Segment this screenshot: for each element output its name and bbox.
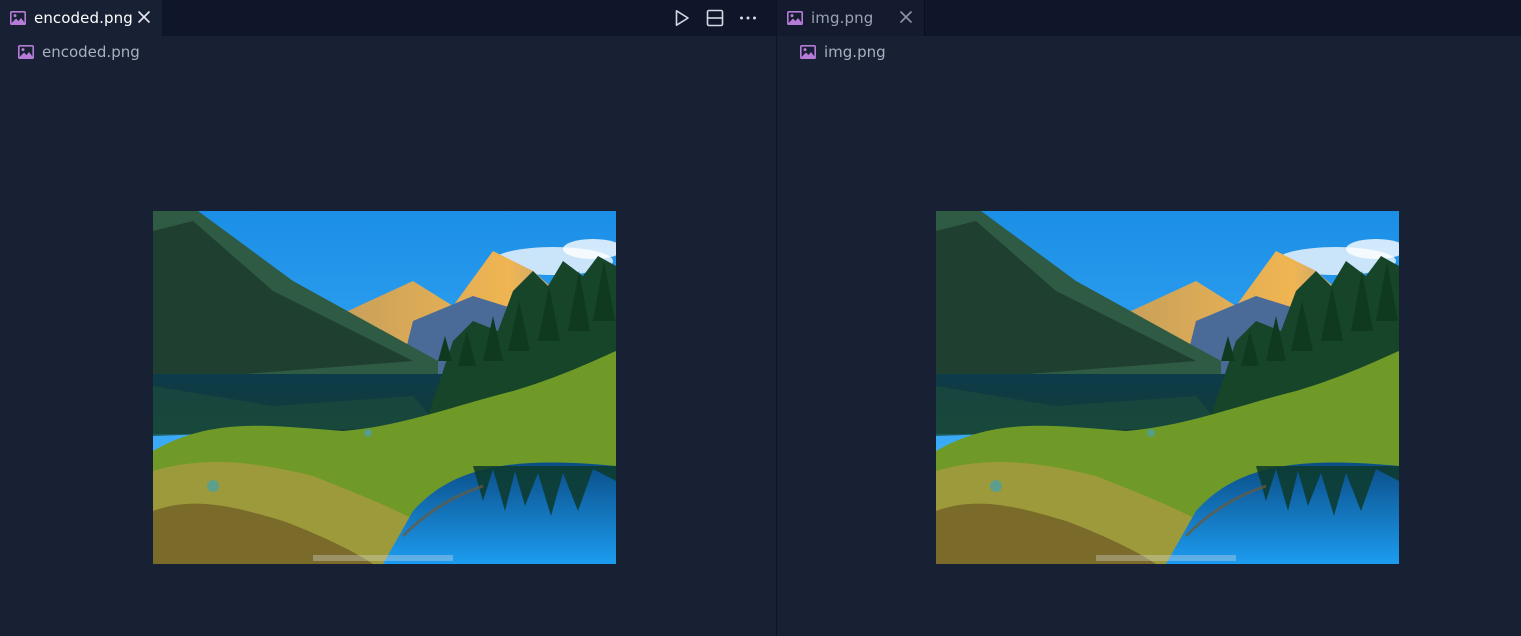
editor-group-right: img.png img.png [777, 0, 1521, 636]
mountain-lake-image [153, 211, 616, 564]
group-divider[interactable] [776, 0, 777, 636]
more-actions-icon[interactable] [738, 8, 758, 28]
breadcrumb: img.png [777, 36, 1521, 68]
image-preview [153, 211, 616, 564]
breadcrumb-item[interactable]: img.png [824, 43, 886, 61]
image-preview [936, 211, 1399, 564]
close-icon[interactable] [898, 9, 914, 25]
image-file-icon [787, 11, 803, 25]
breadcrumb-item[interactable]: encoded.png [42, 43, 140, 61]
run-icon[interactable] [672, 8, 692, 28]
tab-bar: img.png [777, 0, 1521, 36]
tab-label: img.png [811, 9, 874, 27]
editor-group-left: encoded.png [0, 0, 776, 564]
split-editor-icon[interactable] [705, 8, 725, 28]
close-icon[interactable] [136, 9, 152, 25]
tab-encoded-png[interactable]: encoded.png [0, 0, 162, 36]
image-file-icon [10, 11, 26, 25]
image-file-icon [800, 45, 816, 59]
tab-bar: encoded.png [0, 0, 776, 36]
mountain-lake-image [936, 211, 1399, 564]
tab-label: encoded.png [34, 9, 133, 27]
breadcrumb: encoded.png [0, 36, 776, 68]
tab-img-png[interactable]: img.png [777, 0, 925, 36]
editor-actions [672, 0, 758, 36]
image-file-icon [18, 45, 34, 59]
